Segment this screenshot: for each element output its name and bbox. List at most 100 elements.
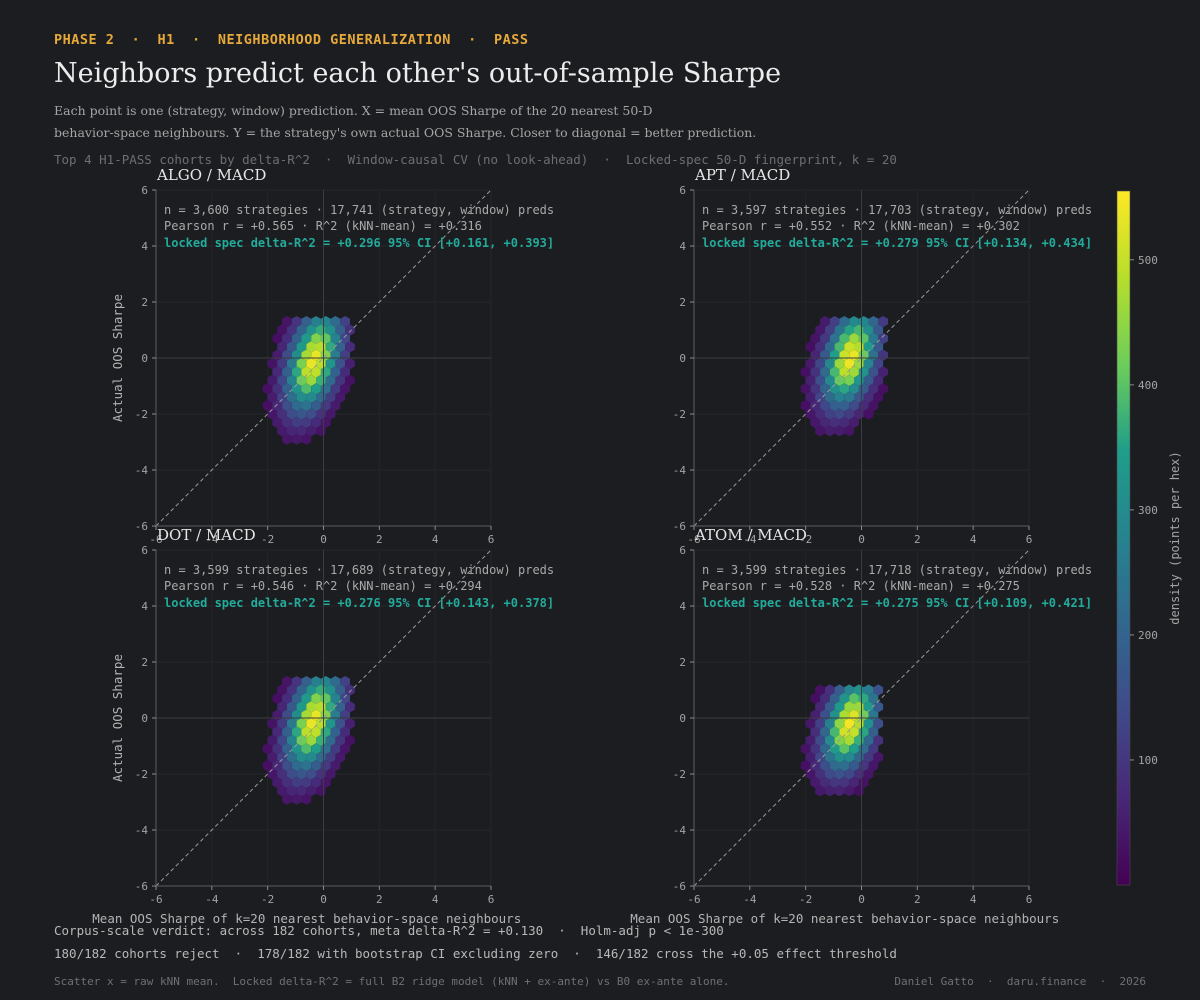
colorbar-tick-label: 300 [1138,504,1158,517]
hexbin-cell [815,684,825,696]
colorbar-tick-label: 400 [1138,379,1158,392]
hexbin-cell [277,734,287,746]
y-tick-label: 2 [679,656,686,669]
x-tick-label: 4 [432,533,439,546]
hexbin-cell [286,701,297,713]
hexbin-cell [849,400,859,412]
hexbin-cell [345,374,355,386]
hexbin-cell [330,366,341,378]
hexbin-cell [277,425,287,437]
hexbin-cell [844,358,854,370]
hexbin-cell [325,751,336,763]
stat-line-3: locked spec delta-R^2 = +0.296 95% CI [+… [164,236,554,250]
hexbin-cell [873,358,884,370]
hexbin-cell [815,391,825,403]
hexbin-cell [824,408,835,420]
hexbin-cell [815,734,825,746]
hexbin-cell [834,358,845,370]
x-tick-label: -4 [205,893,219,906]
hexbin-cell [829,383,840,395]
hexbin-cell [330,383,341,395]
hexbin-cell [277,341,287,353]
hexbin-cell [291,366,302,378]
y-tick-label: -4 [673,824,687,837]
hexbin-cell [878,332,888,344]
hexbin-cell [286,324,297,336]
hexbin-cell [844,341,854,353]
hexbin-cell [820,692,830,704]
hexbin-cell [340,676,350,688]
hexbin-cell [873,718,884,730]
hexbin-cell [824,391,835,403]
hexbin-cell [325,734,336,746]
hexbin-cell [272,366,283,378]
hexbin-cell [849,416,859,428]
hexbin-cell [834,391,845,403]
x-tick-label: -4 [205,533,219,546]
hexbin-cell [345,684,355,696]
hexbin-cell [282,692,292,704]
y-tick-label: 4 [679,240,686,253]
hexbin-cell [800,383,811,395]
hexbin-cell [805,718,816,730]
y-tick-label: 0 [141,352,148,365]
hexbin-cell [325,408,336,420]
hexbin-cell [815,425,825,437]
hexbin-cell [834,684,845,696]
hexbin-cell [800,366,811,378]
hexbin-cell [834,785,845,797]
hexbin-cell [272,332,283,344]
hexbin-cell [330,676,341,688]
panel-title: ALGO / MACD [156,166,266,184]
hexbin-cell [345,701,355,713]
hexbin-cell [873,751,884,763]
hexbin-cell [824,751,835,763]
hexbin-cell [810,332,821,344]
hexbin-cell [335,358,346,370]
hexbin-cell [296,684,307,696]
hexbin-cell [335,684,346,696]
hexbin-cell [815,768,825,780]
hexbin-cell [277,374,287,386]
hexbin-cell [863,684,874,696]
hexbin-cell [286,374,297,386]
hexbin-cell [277,408,287,420]
hexbin-cell [330,760,341,772]
x-axis-label: Mean OOS Sharpe of k=20 nearest behavior… [630,911,1059,926]
hexbin-cell [820,366,830,378]
hexbin-cell [815,374,825,386]
hexbin-cell [863,358,874,370]
hexbin-cell [291,416,302,428]
stat-line-1: n = 3,599 strategies · 17,689 (strategy,… [164,563,554,577]
hexbin-cell [311,416,321,428]
hexbin-cell [849,692,859,704]
hexbin-cell [805,751,816,763]
colorbar: 100 200 300 400 500 density (points per hex) [1116,190,1182,886]
hexbin-cell [340,316,350,328]
x-tick-label: 6 [488,533,495,546]
hexbin-cell [291,400,302,412]
hexbin-cell [330,400,341,412]
hexbin-cell [849,776,859,788]
hexbin-cell [873,701,884,713]
hexbin-cell [330,726,341,738]
y-tick-label: 4 [141,240,148,253]
hexbin-cell [849,743,859,755]
hexbin-cell [863,408,874,420]
hexbin-cell [810,366,821,378]
x-tick-label: 2 [376,533,383,546]
hexbin-cell [863,341,874,353]
y-tick-label: 2 [679,296,686,309]
hexbin-cell [286,391,297,403]
hexbin-cell [311,726,321,738]
hexbin-cell [815,718,825,730]
hexbin-cell [839,416,850,428]
hexbin-cell [815,408,825,420]
hexbin-cell [335,341,346,353]
hexbin-cell [863,374,874,386]
hexbin-cell [286,785,297,797]
hexbin-cell [345,734,355,746]
y-tick-label: 6 [679,544,686,557]
